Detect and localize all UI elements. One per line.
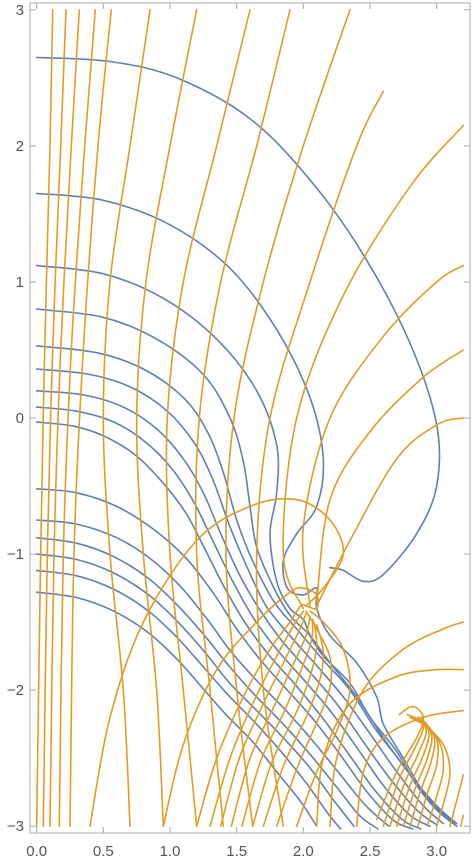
orange-contour-line-38 — [449, 773, 465, 827]
y-tick-label: −3 — [7, 818, 24, 835]
y-tick-label: 1 — [16, 274, 24, 291]
orange-contour-line-23 — [262, 624, 325, 827]
orange-contour-line-10 — [255, 90, 385, 827]
blue-contour-line-12 — [35, 553, 355, 827]
orange-contour-line-25 — [295, 610, 352, 827]
x-tick-label: 1.5 — [226, 843, 247, 860]
blue-contour-line-10 — [35, 519, 390, 827]
x-tick-label: 0.5 — [93, 843, 114, 860]
blue-contour-line-6 — [35, 390, 438, 826]
orange-contour-line-13 — [315, 349, 465, 603]
orange-contour-line-5 — [102, 9, 151, 827]
orange-contour-line-24 — [275, 610, 333, 827]
orange-contour-line-2 — [49, 9, 81, 827]
blue-contour-line-8 — [35, 421, 422, 830]
orange-contour-line-0 — [35, 9, 54, 827]
orange-contour-line-6 — [135, 9, 198, 827]
y-tick-label: 0 — [16, 410, 24, 427]
orange-contour-line-21 — [241, 618, 314, 827]
y-tick-label: −1 — [7, 546, 24, 563]
orange-contour-line-28 — [329, 621, 465, 827]
orange-contour-line-11 — [282, 124, 465, 610]
orange-contour-line-3 — [58, 9, 97, 827]
orange-contour-line-12 — [301, 264, 465, 607]
x-tick-label: 3.0 — [426, 843, 447, 860]
x-tick-label: 2.0 — [293, 843, 314, 860]
x-axis: 0.0 0.5 1.0 1.5 2.0 2.5 3.0 — [26, 3, 447, 860]
orange-contour-line-39 — [459, 814, 465, 827]
x-tick-label: 1.0 — [160, 843, 181, 860]
x-tick-label: 0.0 — [26, 843, 47, 860]
contour-curves — [35, 9, 465, 830]
orange-contour-line-19 — [219, 613, 307, 827]
orange-contour-line-7 — [165, 9, 251, 827]
orange-contour-line-1 — [42, 9, 67, 827]
blue-contour-line-2 — [35, 264, 458, 827]
orange-contour-line-15 — [89, 497, 345, 827]
y-tick-label: 3 — [16, 2, 24, 19]
y-axis: 3 2 1 0 −1 −2 −3 — [7, 2, 470, 835]
blue-contour-line-4 — [35, 345, 451, 821]
orange-contour-line-14 — [315, 417, 465, 607]
blue-contour-line-13 — [35, 569, 342, 830]
orange-contour-line-8 — [194, 9, 291, 827]
blue-contour-line-1 — [35, 192, 458, 827]
orange-contour-line-29 — [375, 705, 425, 821]
orange-contour-line-18 — [209, 610, 305, 827]
blue-contour-line-9 — [35, 488, 414, 830]
y-tick-label: 2 — [16, 138, 24, 155]
orange-contour-line-4 — [69, 9, 113, 827]
orange-contour-line-9 — [225, 9, 351, 827]
orange-contour-line-22 — [251, 621, 318, 827]
blue-contour-line-14 — [35, 591, 318, 827]
orange-contour-line-26 — [315, 668, 465, 827]
y-tick-label: −2 — [7, 682, 24, 699]
blue-contour-line-11 — [35, 536, 379, 830]
orange-contour-line-20 — [230, 615, 311, 827]
orange-contour-line-27 — [355, 709, 465, 827]
blue-contour-line-0 — [35, 56, 441, 583]
orange-contour-line-37 — [422, 722, 451, 827]
orange-contour-line-17 — [195, 603, 307, 827]
blue-contour-line-7 — [35, 406, 431, 827]
orange-contour-line-16 — [162, 586, 319, 827]
x-tick-label: 2.5 — [360, 843, 381, 860]
